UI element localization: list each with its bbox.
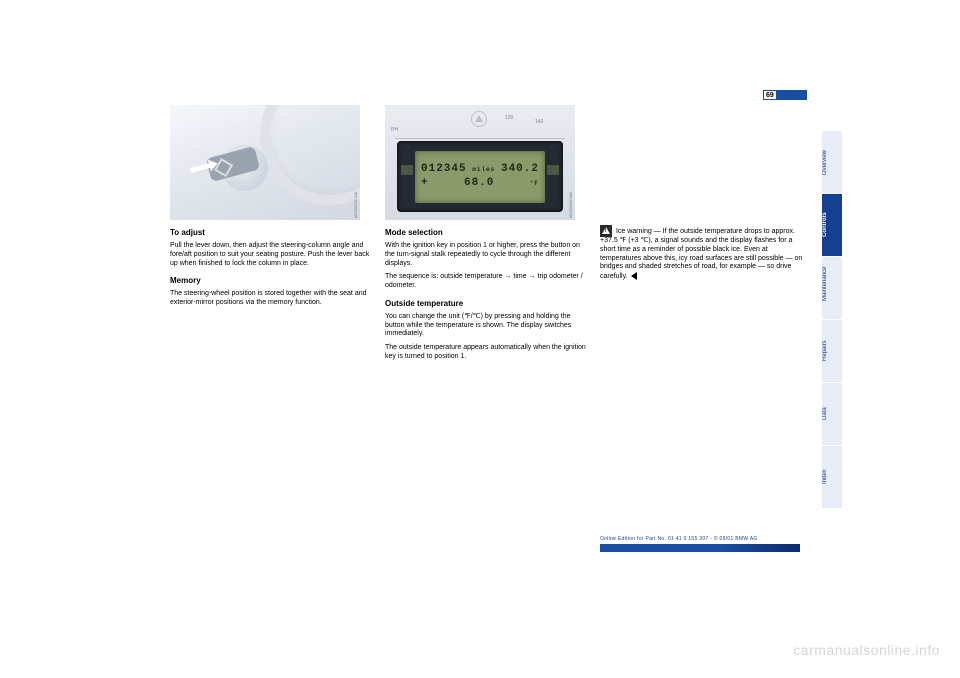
watermark: carmanualsonline.info xyxy=(793,642,940,658)
lcd-temp-sign: + xyxy=(421,177,429,191)
tab-controls[interactable]: Controls xyxy=(822,193,842,256)
column-3: Ice warning — If the outside temperature… xyxy=(600,105,805,367)
section-tabs: Overview Controls Maintenance Repairs Da… xyxy=(822,130,842,508)
ice-warning-text: Ice warning — If the outside temperature… xyxy=(600,228,802,280)
figure-steering-key: MV01002CWA xyxy=(170,105,360,220)
steering-wheel-shape xyxy=(260,105,360,205)
page-number-bar: 69 xyxy=(763,90,807,100)
lcd-odo-unit: miles xyxy=(472,166,495,174)
columns: MV01002CWA To adjust Pull the lever down… xyxy=(170,105,810,367)
tab-index[interactable]: Index xyxy=(822,445,842,508)
lcd-temp: 68.0 xyxy=(464,177,494,191)
heading-outside-temp: Outside temperature xyxy=(385,299,590,309)
text-adjust: Pull the lever down, then adjust the ste… xyxy=(170,242,375,268)
page-number: 69 xyxy=(763,90,777,100)
heading-memory: Memory xyxy=(170,276,375,286)
heading-mode: Mode selection xyxy=(385,228,590,238)
tab-repairs[interactable]: Repairs xyxy=(822,319,842,382)
footer-bar xyxy=(600,544,800,552)
lcd-row-2: + 68.0 °F xyxy=(421,177,539,191)
lcd-temp-unit: °F xyxy=(530,180,539,188)
text-outside-1: You can change the unit (℉/℃) by pressin… xyxy=(385,313,590,339)
tab-overview[interactable]: Overview xyxy=(822,130,842,193)
lcd-trip: 340.2 xyxy=(501,163,539,177)
lcd-row-1: 012345 miles 340.2 xyxy=(421,163,539,177)
right-segment-icon xyxy=(547,165,559,175)
footer-edition-text: Online Edition for Part No. 01 41 0 155 … xyxy=(600,536,758,542)
tab-data[interactable]: Data xyxy=(822,382,842,445)
lcd-display: 012345 miles 340.2 + 68.0 °F xyxy=(415,151,545,203)
gauge-label-140: 140 xyxy=(535,119,543,125)
text-mode-2: The sequence is: outside temperature → t… xyxy=(385,273,590,291)
figure-credit-2: MV01040CWA xyxy=(568,192,573,218)
caution-icon xyxy=(600,225,612,237)
text-mode-1: With the ignition key in position 1 or h… xyxy=(385,242,590,268)
page-content: 69 MV01002CWA To adjust Pull the lever d… xyxy=(170,105,810,555)
heading-adjust: To adjust xyxy=(170,228,375,238)
end-mark-icon xyxy=(631,272,637,280)
column-1: MV01002CWA To adjust Pull the lever down… xyxy=(170,105,375,367)
ice-warning-paragraph: Ice warning — If the outside temperature… xyxy=(600,225,805,282)
left-segment-icon xyxy=(401,165,413,175)
figure-odometer: PH 120 140 012345 miles 340.2 + 68.0 xyxy=(385,105,575,220)
text-memory: The steering-wheel position is stored to… xyxy=(170,290,375,308)
gauge-label-120: 120 xyxy=(505,115,513,121)
gauge-label-ph: PH xyxy=(391,127,398,133)
warning-triangle-icon xyxy=(471,111,487,127)
lcd-odometer: 012345 xyxy=(421,163,467,177)
column-2: PH 120 140 012345 miles 340.2 + 68.0 xyxy=(385,105,590,367)
page-number-stripe xyxy=(777,90,807,100)
text-outside-2: The outside temperature appears automati… xyxy=(385,344,590,362)
figure-credit: MV01002CWA xyxy=(353,192,358,218)
tab-maintenance[interactable]: Maintenance xyxy=(822,256,842,319)
